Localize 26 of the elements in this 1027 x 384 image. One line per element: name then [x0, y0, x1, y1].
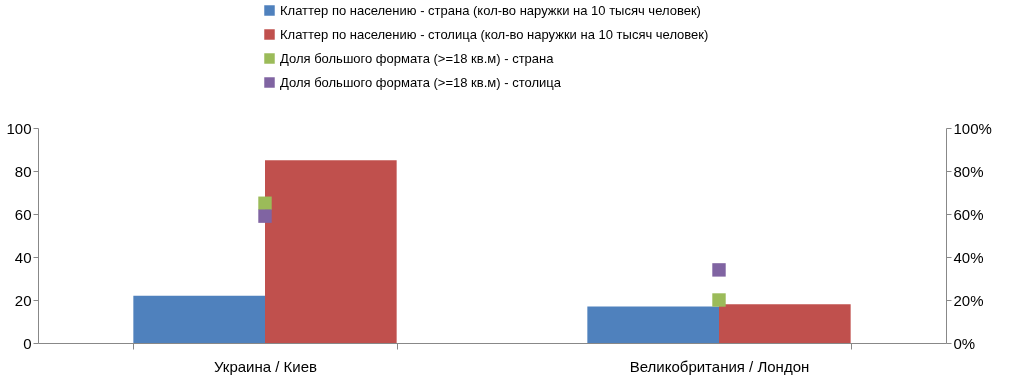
y2-tick-label: 20% — [953, 291, 984, 309]
y-tick-label: 40 — [14, 248, 32, 266]
bar — [719, 304, 851, 343]
bar — [265, 160, 397, 343]
point — [712, 263, 726, 277]
y-tick-label: 60 — [14, 205, 32, 223]
bar — [133, 295, 265, 343]
legend-label: Клаттер по населению - страна (кол-во наружки на 10 тысяч человек) — [280, 2, 701, 18]
legend-label: Клаттер по населению - столица (кол-во наружки на 10 тысяч человек) — [280, 26, 709, 42]
point — [258, 196, 272, 210]
x-tick-label: Украина / Киев — [213, 357, 318, 375]
bar — [587, 306, 719, 343]
y-tick-label: 100 — [6, 119, 32, 137]
y2-tick-label: 80% — [953, 162, 984, 180]
y-tick-label: 20 — [14, 291, 32, 309]
legend-label: Доля большого формата (>=18 кв.м) - страна — [280, 50, 555, 66]
y2-tick-label: 60% — [953, 205, 984, 223]
y2-tick-label: 0% — [953, 334, 976, 352]
point — [258, 209, 272, 223]
y-tick-label: 0 — [23, 334, 32, 352]
point — [712, 293, 726, 307]
y-tick-label: 80 — [14, 162, 32, 180]
legend-label: Доля большого формата (>=18 кв.м) - столица — [280, 74, 562, 90]
y2-tick-label: 40% — [953, 248, 984, 266]
x-tick-label: Великобритания / Лондон — [629, 357, 810, 375]
y2-tick-label: 100% — [953, 119, 992, 137]
